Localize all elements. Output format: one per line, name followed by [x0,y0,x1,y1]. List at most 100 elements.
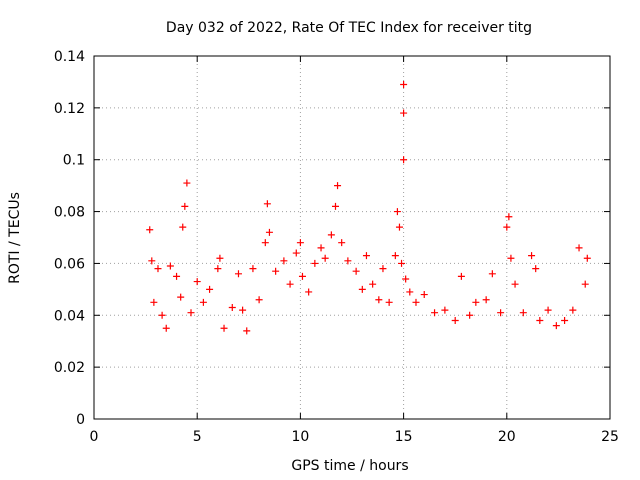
data-point [398,259,406,267]
data-point [472,298,480,306]
data-point [369,280,377,288]
data-point [317,244,325,252]
data-point [385,298,393,306]
data-point [569,306,577,314]
data-point [431,309,439,317]
chart-title: Day 032 of 2022, Rate Of TEC Index for r… [166,20,532,36]
data-point [177,293,185,301]
data-point [420,291,428,299]
data-point [507,254,515,262]
y-tick-label: 0.04 [54,308,85,324]
x-axis-ticks: 0 5 10 15 20 25 [90,56,619,445]
data-point [338,239,346,247]
data-point [228,304,236,312]
grid-lines [94,56,610,419]
y-tick-label: 0.02 [54,360,85,376]
x-tick-label: 20 [498,429,516,445]
data-point [406,288,414,296]
data-point [321,254,329,262]
data-point [331,202,339,210]
data-point [181,202,189,210]
data-point [214,265,222,273]
data-point [272,267,280,275]
data-point [393,208,401,216]
data-point [305,288,313,296]
y-tick-label: 0 [76,412,85,428]
data-point [220,324,228,332]
data-point [206,285,214,293]
y-axis-label: ROTI / TECUs [7,192,23,284]
data-point [298,272,306,280]
data-point [402,275,410,283]
data-point [327,231,335,239]
data-point [263,200,271,208]
x-axis-label: GPS time / hours [291,458,408,474]
x-tick-label: 15 [395,429,413,445]
data-point [187,309,195,317]
y-axis-ticks: 0 0.02 0.04 0.06 0.08 0.1 0.12 0.14 [54,49,610,428]
y-tick-label: 0.1 [63,153,85,169]
data-point [400,109,408,117]
data-point [183,179,191,187]
data-point [581,280,589,288]
y-tick-label: 0.08 [54,205,85,221]
data-point [280,257,288,265]
data-point [265,228,273,236]
data-point [544,306,552,314]
data-point [457,272,465,280]
data-point [561,316,569,324]
data-point [412,298,420,306]
data-point [451,316,459,324]
data-point [162,324,170,332]
x-tick-label: 10 [291,429,309,445]
data-point [395,223,403,231]
data-point [352,267,360,275]
data-point [158,311,166,319]
data-point [193,278,201,286]
x-tick-label: 5 [193,429,202,445]
data-point [552,322,560,330]
x-tick-label: 0 [90,429,99,445]
y-tick-label: 0.06 [54,256,85,272]
data-point [536,316,544,324]
data-point [311,259,319,267]
data-point [497,309,505,317]
data-point [261,239,269,247]
data-point [286,280,294,288]
y-tick-label: 0.14 [54,49,85,65]
data-point [334,182,342,190]
data-point [391,252,399,260]
data-point [466,311,474,319]
data-point [199,298,207,306]
data-point [255,296,263,304]
data-point [249,265,257,273]
data-point [216,254,224,262]
data-points [146,81,591,335]
data-point [528,252,536,260]
data-point [379,265,387,273]
data-point [441,306,449,314]
data-point [239,306,247,314]
data-point [362,252,370,260]
data-point [488,270,496,278]
data-point [575,244,583,252]
data-point [511,280,519,288]
data-point [375,296,383,304]
data-point [505,213,513,221]
data-point [482,296,490,304]
x-tick-label: 25 [601,429,619,445]
data-point [519,309,527,317]
data-point [154,265,162,273]
data-point [583,254,591,262]
data-point [234,270,242,278]
data-point [503,223,511,231]
data-point [179,223,187,231]
data-point [148,257,156,265]
data-point [400,81,408,89]
data-point [150,298,158,306]
data-point [146,226,154,234]
data-point [166,262,174,270]
data-point [358,285,366,293]
data-point [532,265,540,273]
